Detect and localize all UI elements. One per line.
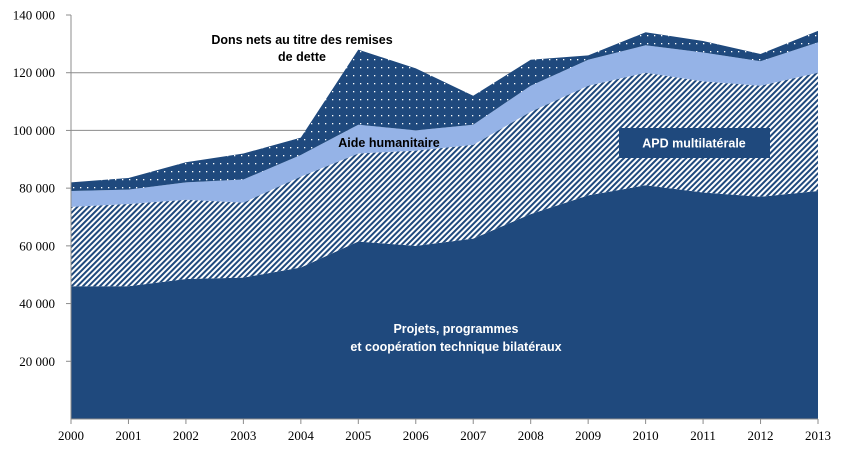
annotation-humanitarian: Aide humanitaire	[338, 136, 439, 150]
y-axis-ticks: 20 000 40 000 60 000 80 000 100 000 120 000 14…	[13, 8, 71, 369]
y-tick-label: 100 000	[13, 123, 55, 138]
x-axis-ticks: 2000 2001 2002 2003 2004 2005 2006 2007 2008 2009…	[58, 419, 831, 443]
area-aide-humanitaire	[71, 42, 818, 207]
y-tick-label: 60 000	[19, 238, 55, 253]
annotation-bilateral: Projets, programmes et coopération techn…	[350, 322, 561, 354]
x-tick-label: 2003	[230, 428, 256, 443]
annotation-bilateral-line-1: Projets, programmes	[393, 322, 518, 336]
x-tick-label: 2008	[518, 428, 544, 443]
x-tick-label: 2009	[575, 428, 601, 443]
x-tick-label: 2007	[460, 428, 487, 443]
y-tick-label: 140 000	[13, 8, 55, 23]
x-tick-label: 2004	[288, 428, 315, 443]
area-apd-multilaterale	[71, 72, 818, 287]
annotation-multilateral: APD multilatérale	[619, 128, 770, 158]
annotation-debt-relief: Dons nets au titre des remises de dette	[211, 33, 392, 64]
x-tick-label: 2010	[633, 428, 659, 443]
annotation-debt-line-1: Dons nets au titre des remises	[211, 33, 392, 47]
annotation-bilateral-line-2: et coopération technique bilatéraux	[350, 340, 561, 354]
annotation-debt-line-2: de dette	[278, 50, 326, 64]
x-tick-label: 2012	[748, 428, 774, 443]
annotation-multilateral-box	[619, 128, 770, 158]
x-tick-label: 2013	[805, 428, 831, 443]
y-tick-label: 20 000	[19, 354, 55, 369]
y-tick-label: 120 000	[13, 65, 55, 80]
x-tick-label: 2000	[58, 428, 84, 443]
area-series	[71, 30, 818, 419]
x-tick-label: 2002	[173, 428, 199, 443]
x-tick-label: 2001	[115, 428, 141, 443]
x-tick-label: 2005	[345, 428, 371, 443]
x-tick-label: 2011	[690, 428, 716, 443]
area-dons-nets-au-titre-des-remises-de-dette	[71, 30, 818, 192]
area-projets-programmes-et-cooperation-techni	[71, 185, 818, 419]
axes	[70, 15, 818, 423]
y-tick-label: 40 000	[19, 296, 55, 311]
y-tick-label: 80 000	[19, 181, 55, 196]
annotation-multilateral-text: APD multilatérale	[642, 137, 746, 151]
x-tick-label: 2006	[403, 428, 430, 443]
